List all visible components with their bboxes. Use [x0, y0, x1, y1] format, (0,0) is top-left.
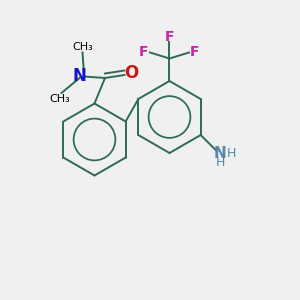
Text: F: F — [190, 46, 200, 59]
Text: N: N — [214, 146, 226, 160]
Text: N: N — [73, 67, 86, 85]
Text: F: F — [165, 30, 174, 44]
Text: CH₃: CH₃ — [72, 41, 93, 52]
Text: CH₃: CH₃ — [50, 94, 70, 104]
Text: H: H — [215, 156, 225, 170]
Text: F: F — [139, 46, 149, 59]
Text: H: H — [227, 146, 236, 160]
Text: O: O — [124, 64, 138, 82]
